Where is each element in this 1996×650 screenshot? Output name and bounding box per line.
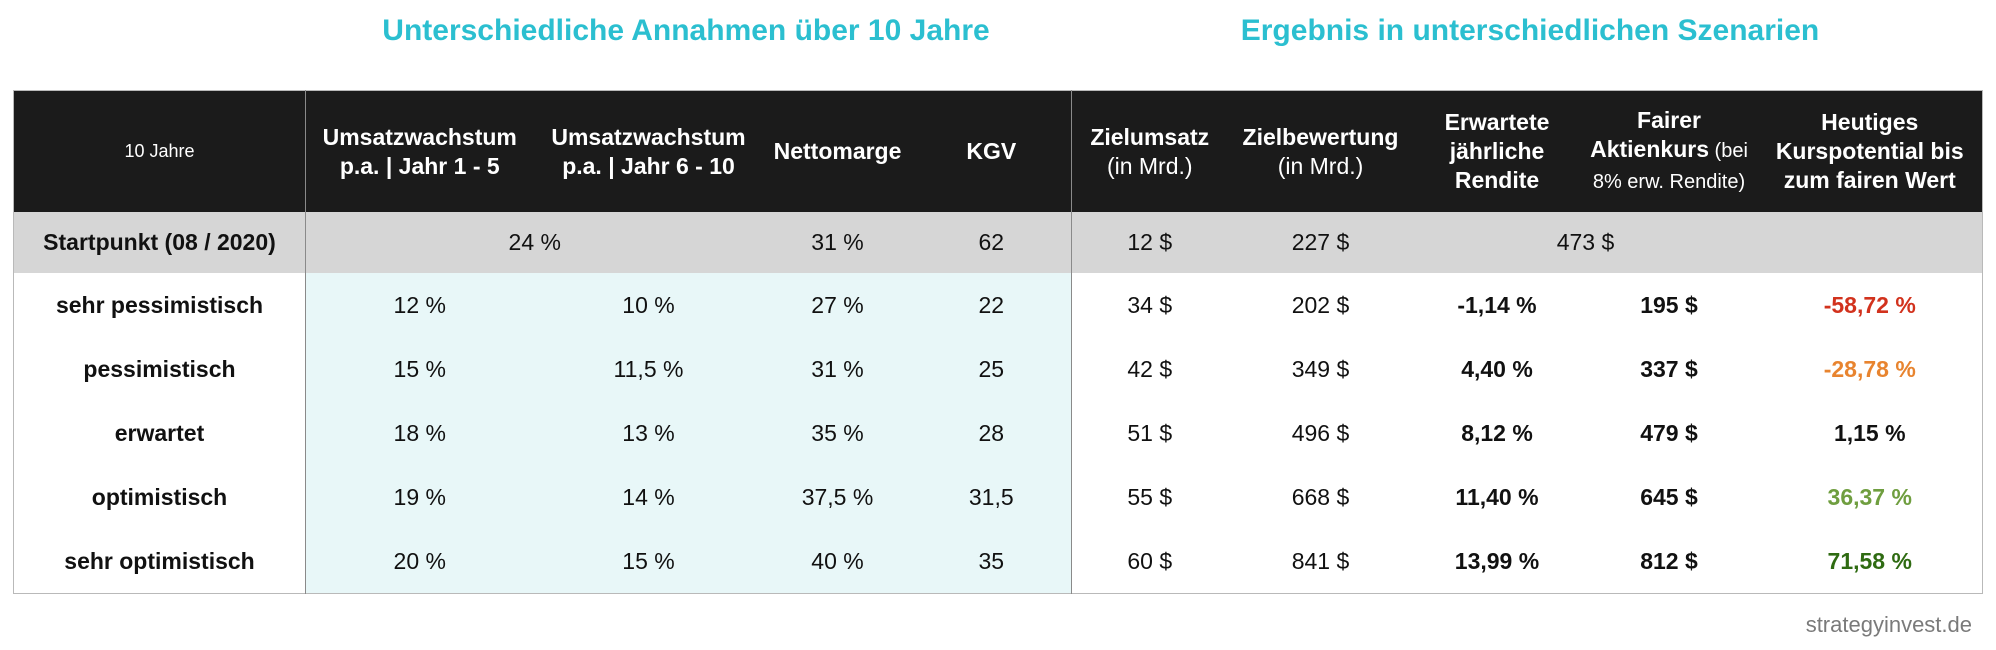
start-growth: 24 % [305,212,764,273]
scenario-label: pessimistisch [83,355,236,382]
kgv-cell: 31,5 [911,465,1072,529]
header-row: 10 Jahre Umsatzwachstum p.a. | Jahr 1 - 5… [13,90,1983,212]
margin-cell: 37,5 % [763,465,912,529]
target-valuation-cell: 202 $ [1291,291,1350,318]
kgv-cell: 35 [911,529,1072,594]
fair-price-cell: 645 $ [1640,483,1698,510]
scenario-label: optimistisch [91,483,228,510]
kgv-cell: 22 [911,273,1072,337]
kgv-cell: 25 [911,337,1072,401]
scenario-label: sehr optimistisch [64,547,255,574]
fair-price-cell: 195 $ [1640,291,1698,318]
fair-price-cell: 812 $ [1640,547,1698,574]
table-row: sehr pessimistisch 12 % 10 % 27 % 22 34 … [14,273,1983,337]
target-valuation-cell: 496 $ [1291,419,1350,446]
potential-cell: 1,15 % [1833,419,1906,446]
col-header-fair-price: Fairer Aktienkurs (bei 8% erw. Rendite) [1580,90,1758,212]
margin-cell: 31 % [763,337,912,401]
table-row: erwartet 18 % 13 % 35 % 28 51 $ 496 $ 8,… [14,401,1983,465]
col-header-growth-1-5: Umsatzwachstum p.a. | Jahr 1 - 5 [305,90,534,212]
start-row: Startpunkt (08 / 2020) 24 % 31 % 62 12 $… [13,212,1983,273]
target-valuation-cell: 841 $ [1291,547,1350,574]
potential-cell: -58,72 % [1823,291,1916,318]
col-header-target-valuation: Zielbewertung (in Mrd.) [1227,90,1414,212]
table-row: sehr optimistisch 20 % 15 % 40 % 35 60 $… [14,529,1983,594]
target-revenue-cell: 55 $ [1071,465,1228,529]
target-valuation-cell: 349 $ [1291,355,1350,382]
start-kgv: 62 [911,212,1072,273]
expected-return-cell: 13,99 % [1454,547,1540,574]
col-header-growth-6-10: Umsatzwachstum p.a. | Jahr 6 - 10 [533,90,764,212]
start-revenue: 12 $ [1071,212,1228,273]
expected-return-cell: 4,40 % [1461,355,1533,382]
growth-1-5-cell: 18 % [305,401,534,465]
growth-6-10-cell: 11,5 % [533,337,764,401]
col-header-potential: Heutiges Kurspotential bis zum fairen Wert [1757,90,1983,212]
growth-6-10-cell: 14 % [533,465,764,529]
table-row: optimistisch 19 % 14 % 37,5 % 31,5 55 $ … [14,465,1983,529]
potential-cell: 36,37 % [1827,483,1912,510]
col-header-target-revenue: Zielumsatz (in Mrd.) [1071,90,1228,212]
potential-cell: -28,78 % [1823,355,1916,382]
col-header-expected-return: Erwartete jährliche Rendite [1413,90,1581,212]
growth-1-5-cell: 15 % [305,337,534,401]
start-potential [1757,212,1983,273]
scenario-label: sehr pessimistisch [55,291,264,318]
col-header-period: 10 Jahre [13,90,306,212]
scenario-table: 10 Jahre Umsatzwachstum p.a. | Jahr 1 - 5… [13,90,1983,594]
results-heading: Ergebnis in unterschiedlichen Szenarien [1240,14,1820,47]
margin-cell: 35 % [763,401,912,465]
kgv-cell: 28 [911,401,1072,465]
growth-1-5-cell: 20 % [305,529,534,594]
table-row: pessimistisch 15 % 11,5 % 31 % 25 42 $ 3… [14,337,1983,401]
target-revenue-cell: 60 $ [1071,529,1228,594]
target-revenue-cell: 42 $ [1071,337,1228,401]
expected-return-cell: 11,40 % [1455,483,1539,510]
scenario-label: erwartet [114,419,205,446]
growth-6-10-cell: 15 % [533,529,764,594]
footer-source: strategyinvest.de [1805,612,1972,637]
expected-return-cell: -1,14 % [1457,291,1537,318]
start-valuation: 227 $ [1227,212,1414,273]
growth-1-5-cell: 12 % [305,273,534,337]
margin-cell: 40 % [763,529,912,594]
assumptions-heading: Unterschiedliche Annahmen über 10 Jahre [382,14,990,47]
target-valuation-cell: 668 $ [1291,483,1350,510]
potential-cell: 71,58 % [1827,547,1912,574]
target-revenue-cell: 34 $ [1071,273,1228,337]
expected-return-cell: 8,12 % [1461,419,1533,446]
start-margin: 31 % [763,212,912,273]
target-revenue-cell: 51 $ [1071,401,1228,465]
fair-price-cell: 337 $ [1640,355,1698,382]
start-price: 473 $ [1413,212,1758,273]
growth-6-10-cell: 10 % [533,273,764,337]
col-header-kgv: KGV [911,90,1072,212]
fair-price-cell: 479 $ [1640,419,1698,446]
start-label: Startpunkt (08 / 2020) [13,212,306,273]
col-header-margin: Nettomarge [763,90,912,212]
margin-cell: 27 % [763,273,912,337]
growth-6-10-cell: 13 % [533,401,764,465]
growth-1-5-cell: 19 % [305,465,534,529]
